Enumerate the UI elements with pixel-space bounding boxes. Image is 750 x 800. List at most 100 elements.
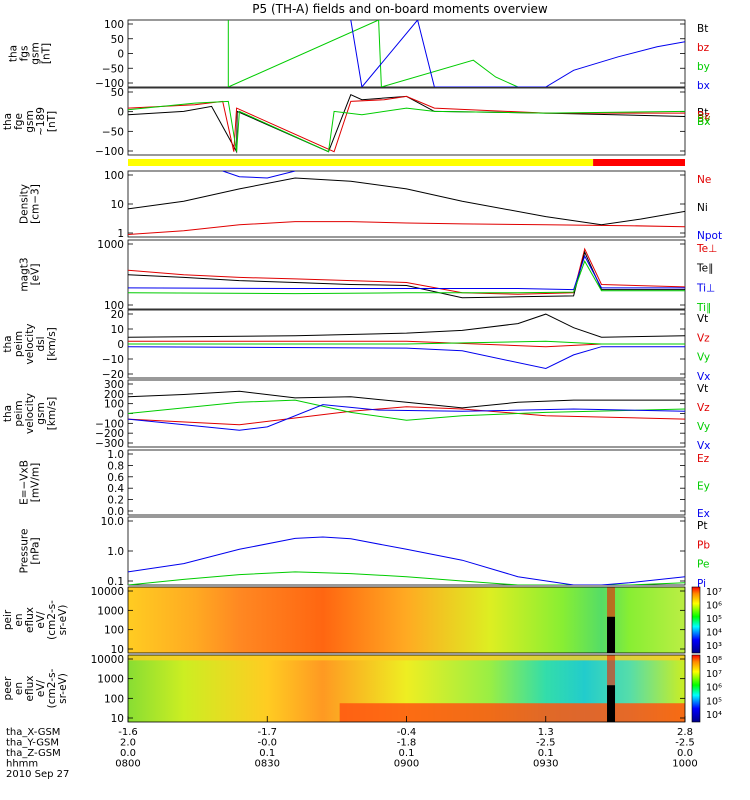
ylabel-line: [km/s] [46, 327, 58, 361]
y-tick-label: 1.0 [107, 546, 124, 558]
legend-Pb: Pb [697, 539, 710, 551]
y-tick-label: 10 [111, 713, 124, 725]
series-group [128, 390, 685, 431]
ylabel-line: velocity [24, 393, 36, 434]
x-tick-label: 0.0 [120, 748, 136, 759]
y-tick-label: 0 [117, 107, 124, 119]
status-bar-yellow [128, 159, 594, 166]
ylabel-line: sr-eV) [57, 673, 69, 704]
y-tick-label: 100 [104, 399, 124, 411]
series-line-Vz [128, 406, 685, 426]
ylabel-line: eflux [24, 676, 36, 702]
legend-Ni: Ni [697, 202, 708, 214]
ylabel-line: [mV/m] [30, 463, 42, 502]
legend-Bx: Bx [697, 116, 710, 128]
panel-pressure-ylabel: Pressure[nPa] [19, 529, 42, 574]
legend-Vt: Vt [697, 383, 708, 395]
ylabel-line: [nT] [41, 43, 53, 64]
series-line-Bz [128, 95, 685, 153]
y-tick-label: 10.0 [101, 516, 124, 528]
x-tick-label: 0.1 [538, 748, 554, 759]
panel-frame [127, 449, 686, 516]
y-tick-label: 1000 [97, 674, 124, 686]
series-line-Ti⊥ [128, 254, 685, 291]
colorbar-ion_spec [691, 586, 701, 654]
series-line-Te⊥ [128, 247, 685, 295]
panel-fgs-ylabel: thafgsgsm[nT] [8, 42, 53, 64]
ylabel-line: velocity [24, 323, 36, 364]
series-line-Pe [128, 571, 685, 585]
y-tick-label: 1000 [97, 605, 124, 617]
legend-Bt: Bt [697, 107, 708, 119]
panel-frame [127, 170, 686, 238]
x-tick-label: -2.5 [675, 738, 695, 749]
legend-Te⊥: Te⊥ [696, 243, 717, 255]
legend-Pt: Pt [697, 520, 707, 532]
series-line-Vx [128, 346, 685, 370]
heatmap-ion_spec [128, 587, 685, 653]
panel-vdsl-ylabel: thapeimvelocitydsl[km/s] [2, 323, 58, 364]
ylabel-line: [nT] [46, 111, 58, 132]
y-tick-label: −50 [102, 63, 124, 75]
x-tick-label: -1.8 [397, 738, 417, 749]
ylabel-line: Pressure [19, 529, 31, 574]
y-tick-label: 10000 [91, 586, 124, 598]
y-tick-label: −50 [102, 126, 124, 138]
series-line-Ti∥ [128, 260, 685, 295]
heatmap-gap [607, 616, 616, 653]
ylabel-line: fge [13, 113, 25, 130]
x-tick-label: 0800 [115, 759, 140, 770]
ylabel-line: dsl [35, 336, 47, 351]
status-bar-red [593, 159, 685, 166]
colorbar-tick: 10⁸ [706, 655, 722, 666]
legend-Bt: Bt [697, 23, 708, 35]
colorbar-tick: 10⁴ [706, 628, 722, 639]
y-tick-label: −300 [95, 438, 124, 450]
y-tick-label: 300 [104, 379, 124, 391]
heatmap-lowenergy-band [339, 703, 685, 722]
y-tick-label: −10 [102, 354, 124, 366]
y-tick-label: 10 [111, 324, 124, 336]
y-tick-label: 1000 [97, 239, 124, 251]
legend-by: by [697, 61, 710, 73]
xaxis-row-label: hhmm [6, 759, 38, 770]
y-tick-label: 0.0 [107, 506, 124, 518]
series-group [128, 313, 685, 370]
series-group [128, 171, 685, 235]
y-tick-label: 0 [117, 339, 124, 351]
panel-temp-ylabel: magt3[eV] [19, 257, 42, 291]
legend-Vz: Vz [697, 402, 710, 414]
y-tick-label: 10 [111, 199, 124, 211]
y-tick-label: 0 [117, 409, 124, 421]
panel-fgs: thafgsgsm[nT] 100 50 0 −50 −100 Bt bz by bx [8, 19, 710, 92]
colorbar-elec_spec [691, 654, 701, 723]
legend-Vz: Vz [697, 332, 710, 344]
panels-group: thafgsgsm[nT]100500−50−100Btbzbybxthafge… [0, 19, 722, 725]
panel-ion_spec: thapeirenefluxeV/(cm2-s-sr-eV) 10⁷ 10⁶ 10⁵ 1… [0, 586, 722, 656]
y-tick-label: 50 [111, 34, 124, 46]
panel-pressure: Pressure[nPa] 10.0 1.0 0.1 Pt Pb Pe Pi [19, 516, 711, 590]
legend-Ex: Ex [697, 508, 710, 520]
x-tick-label: -1.7 [257, 727, 277, 738]
ylabel-line: gsm [30, 42, 42, 64]
xaxis-row-label: 2010 Sep 27 [6, 769, 69, 780]
y-tick-label: 1.0 [107, 449, 124, 461]
x-tick-label: 1000 [672, 759, 697, 770]
y-tick-label: 200 [104, 389, 124, 401]
colorbar-tick: 10⁶ [706, 601, 722, 612]
colorbar-tick: 10⁵ [706, 614, 722, 625]
ylabel-line: tha [2, 405, 14, 422]
x-tick-label: 0.1 [399, 748, 415, 759]
series-line-Vt [128, 313, 685, 338]
legend-Vy: Vy [697, 352, 710, 364]
ylabel-line: gsm [24, 110, 36, 132]
x-tick-label: -2.5 [536, 738, 556, 749]
heatmap-gap [607, 685, 616, 722]
ylabel-line: peim [13, 331, 25, 357]
ylabel-line: tha [8, 45, 20, 62]
panel-frame [127, 239, 686, 310]
ylabel-line: eV/ [35, 679, 47, 697]
panel-frame [127, 379, 686, 448]
series-group [128, 94, 685, 154]
